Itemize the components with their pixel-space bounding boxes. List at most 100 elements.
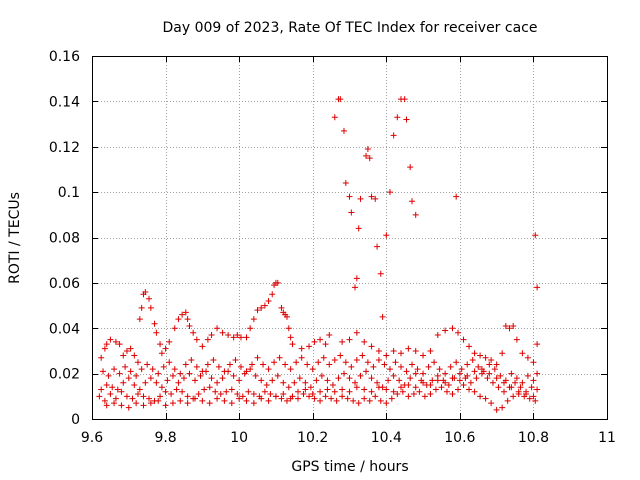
- x-tick-label: 10.4: [371, 430, 402, 446]
- data-point: [193, 336, 200, 343]
- data-point: [390, 372, 397, 379]
- data-point: [133, 400, 140, 407]
- grid-lines: [92, 56, 607, 419]
- data-point: [385, 377, 392, 384]
- data-point: [363, 368, 370, 375]
- data-point: [179, 311, 186, 318]
- data-point: [162, 388, 169, 395]
- data-point: [184, 316, 191, 323]
- data-point: [208, 375, 215, 382]
- data-point: [214, 395, 221, 402]
- data-point: [298, 354, 305, 361]
- data-point: [210, 357, 217, 364]
- data-point: [221, 397, 228, 404]
- data-point: [320, 354, 327, 361]
- data-point: [438, 384, 445, 391]
- data-point: [230, 334, 237, 341]
- data-point: [166, 338, 173, 345]
- data-point: [331, 357, 338, 364]
- data-point: [151, 320, 158, 327]
- data-point: [112, 395, 119, 402]
- x-tick-label: 10.8: [518, 430, 549, 446]
- data-point: [489, 379, 496, 386]
- data-point: [471, 388, 478, 395]
- data-point: [307, 384, 314, 391]
- data-point: [366, 397, 373, 404]
- data-point: [293, 359, 300, 366]
- y-tick-label: 0.04: [49, 321, 80, 337]
- y-tick-label: 0.02: [49, 367, 80, 383]
- data-point: [306, 343, 313, 350]
- data-point: [355, 225, 362, 232]
- data-point: [455, 386, 462, 393]
- data-point: [328, 395, 335, 402]
- data-point: [477, 352, 484, 359]
- data-point: [398, 384, 404, 391]
- x-tick-labels: 9.6 9.8 10 10.2 10.4 10.6 10.8 11: [81, 430, 616, 446]
- data-point: [280, 379, 287, 386]
- data-point: [390, 347, 397, 354]
- data-point: [131, 381, 138, 388]
- data-point: [495, 384, 502, 391]
- data-point: [436, 366, 443, 373]
- data-point: [157, 341, 164, 348]
- y-tick-label: 0: [71, 412, 80, 428]
- data-point: [460, 336, 467, 343]
- data-point: [519, 350, 526, 357]
- data-point: [414, 366, 421, 373]
- data-point: [274, 279, 281, 286]
- data-point: [136, 386, 143, 393]
- data-point: [532, 397, 539, 404]
- data-point: [287, 366, 294, 373]
- data-point: [219, 329, 226, 336]
- data-point: [221, 368, 228, 375]
- data-point: [105, 372, 112, 379]
- data-point: [249, 361, 256, 368]
- data-point: [282, 361, 289, 368]
- axis-ticks: [92, 56, 608, 420]
- data-point: [258, 377, 265, 384]
- data-point: [243, 368, 250, 375]
- data-point: [318, 372, 325, 379]
- data-point: [453, 359, 460, 366]
- data-point: [103, 402, 110, 409]
- data-point: [420, 352, 427, 359]
- data-point: [458, 366, 465, 373]
- data-point: [478, 366, 485, 373]
- data-point: [449, 325, 456, 332]
- data-point: [501, 388, 507, 395]
- data-point: [177, 370, 184, 377]
- data-point: [364, 146, 371, 153]
- data-point: [501, 379, 507, 386]
- data-point: [526, 395, 533, 402]
- data-point: [133, 372, 140, 379]
- data-point: [199, 368, 206, 375]
- x-tick-label: 9.6: [81, 430, 103, 446]
- data-point: [179, 388, 186, 395]
- data-point: [524, 354, 531, 361]
- data-point: [311, 395, 318, 402]
- data-point: [175, 379, 182, 386]
- data-point: [146, 295, 153, 302]
- data-point: [265, 366, 272, 373]
- data-point: [304, 361, 311, 368]
- data-point: [409, 361, 416, 368]
- data-point: [173, 386, 180, 393]
- data-point: [254, 354, 261, 361]
- y-tick-label: 0.1: [58, 185, 80, 201]
- data-point: [445, 381, 452, 388]
- data-point: [326, 361, 333, 368]
- data-point: [530, 359, 537, 366]
- data-points: [96, 96, 541, 413]
- data-point: [339, 338, 346, 345]
- data-point: [427, 381, 434, 388]
- data-point: [199, 343, 206, 350]
- data-point: [331, 388, 338, 395]
- data-point: [237, 363, 244, 370]
- data-point: [142, 379, 149, 386]
- data-point: [243, 397, 250, 404]
- data-point: [333, 397, 340, 404]
- data-point: [326, 332, 333, 339]
- data-point: [129, 395, 136, 402]
- data-point: [386, 366, 393, 373]
